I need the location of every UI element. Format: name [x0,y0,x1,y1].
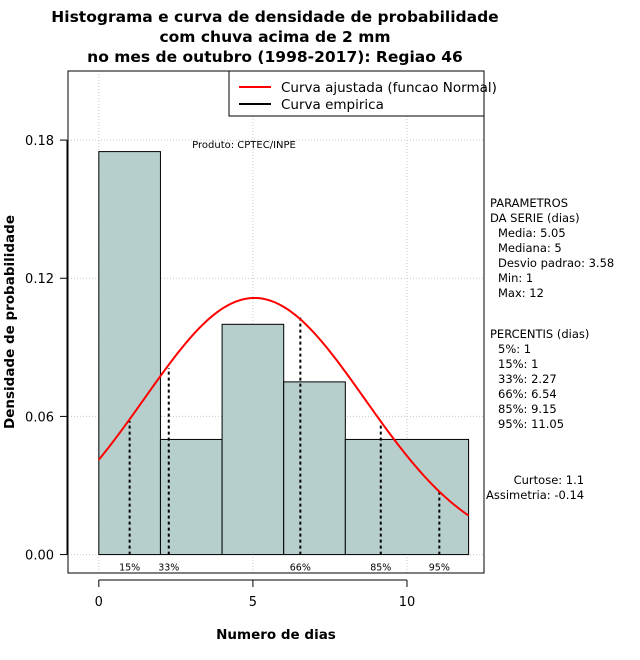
percentile-marker-label: 85% [370,563,391,574]
kurtosis: Curtose: 1.1 [513,473,585,487]
skewness: Assimetria: -0.14 [486,488,585,502]
y-tick-label: 0.00 [25,549,54,564]
chart-annotation: Produto: CPTEC/INPE [192,140,296,151]
histogram-bar [283,381,346,556]
percentile-markers: 15% 33% 66% 85% 95% [119,317,450,574]
x-tick-label: 5 [249,595,257,610]
params-header-2: DA SERIE (dias) [490,211,580,225]
normal-fit-curve [98,296,470,517]
percentile-33: 33%: 2.27 [498,372,557,386]
histogram-bars [98,151,470,556]
axes: 0 5 10 0.00 0.06 0.12 0.18 [25,134,415,610]
normal-curve [98,296,470,517]
param-std-dev: Desvio padrao: 3.58 [498,256,615,270]
percentile-marker-label: 95% [429,563,450,574]
chart-title-line-3: no mes de outubro (1998-2017): Regiao 46 [87,48,463,66]
param-median: Mediana: 5 [498,241,562,255]
chart-title-line-1: Histograma e curva de densidade de proba… [51,8,498,26]
y-axis-label: Densidade de probabilidade [2,215,18,429]
y-tick-label: 0.18 [25,134,54,149]
percentile-95: 95%: 11.05 [498,417,565,431]
percentile-5: 5%: 1 [498,342,532,356]
legend-box [228,70,485,117]
x-axis-label: Numero de dias [216,627,336,643]
percentile-15: 15%: 1 [498,357,539,371]
percentile-85: 85%: 9.15 [498,402,557,416]
percentile-marker-label: 15% [119,563,140,574]
percentile-marker-label: 66% [290,563,311,574]
legend: Curva ajustada (funcao Normal) Curva emp… [228,70,497,117]
percentile-66: 66%: 6.54 [498,387,557,401]
params-header-1: PARAMETROS [490,196,569,210]
x-tick-label: 10 [399,595,416,610]
param-mean: Media: 5.05 [498,226,566,240]
param-max: Max: 12 [498,286,544,300]
percentile-marker-label: 33% [158,563,179,574]
y-tick-label: 0.12 [25,272,54,287]
series-parameters: PARAMETROS DA SERIE (dias) Media: 5.05 M… [490,196,614,301]
histogram-bar [221,323,285,556]
chart-title: Histograma e curva de densidade de proba… [51,8,498,66]
legend-label-empirical: Curva empirica [281,97,384,113]
legend-label-fit: Curva ajustada (funcao Normal) [281,80,497,96]
y-tick-label: 0.06 [25,410,54,425]
histogram-bar [159,438,223,556]
param-min: Min: 1 [498,271,534,285]
percentis-header: PERCENTIS (dias) [490,327,590,341]
percentiles-panel: PERCENTIS (dias) 5%: 1 15%: 1 33%: 2.27 … [490,327,589,432]
moments-panel: Curtose: 1.1 Assimetria: -0.14 [486,473,584,503]
chart-title-line-2: com chuva acima de 2 mm [159,28,390,46]
histogram-bar [344,438,470,556]
x-tick-label: 0 [95,595,103,610]
